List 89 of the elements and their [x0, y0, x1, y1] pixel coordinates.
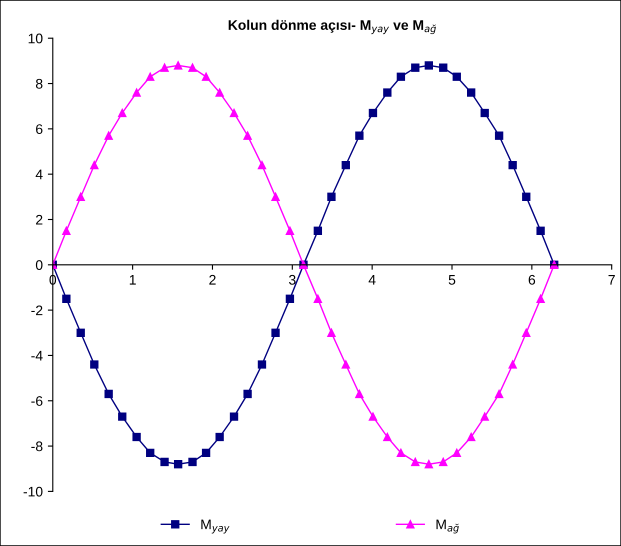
- point: [118, 108, 126, 118]
- point: [104, 131, 113, 140]
- point: [243, 390, 252, 398]
- point: [327, 192, 336, 201]
- x-tick-label: 5: [448, 275, 456, 285]
- point: [508, 160, 517, 170]
- point: [90, 160, 98, 170]
- point: [202, 448, 210, 458]
- point: [286, 294, 294, 303]
- point: [494, 390, 504, 398]
- y-tick-label: -4: [31, 350, 43, 360]
- point: [215, 432, 224, 442]
- point: [314, 294, 322, 303]
- point: [188, 64, 197, 72]
- point: [62, 294, 71, 303]
- point: [230, 412, 238, 421]
- point: [536, 226, 545, 235]
- point: [383, 432, 392, 442]
- point: [90, 360, 98, 369]
- point: [466, 432, 476, 442]
- y-tick-label: -2: [31, 305, 42, 316]
- point: [202, 72, 210, 81]
- point: [132, 88, 141, 97]
- point: [411, 64, 420, 72]
- y-tick-label: -10: [24, 486, 43, 497]
- point: [383, 88, 392, 97]
- point: [243, 131, 252, 140]
- legend-label: M$_{ağ}$: [436, 520, 459, 534]
- point: [230, 108, 238, 118]
- y-tick-label: 4: [36, 170, 43, 180]
- point: [146, 72, 154, 81]
- point: [452, 448, 461, 458]
- point: [286, 226, 294, 235]
- point: [146, 448, 154, 458]
- legend-label: M$_{yay}$: [201, 520, 230, 534]
- point: [174, 61, 182, 70]
- point: [452, 72, 461, 81]
- point: [368, 108, 378, 118]
- y-tick-label: 0: [36, 260, 43, 270]
- point: [536, 294, 545, 303]
- point: [355, 390, 364, 398]
- point: [355, 131, 364, 140]
- y-tick-label: 2: [36, 214, 42, 225]
- point: [327, 328, 336, 337]
- x-tick-label: 2: [209, 274, 216, 285]
- point: [188, 458, 197, 466]
- point: [466, 88, 476, 97]
- point: [411, 458, 420, 466]
- point: [76, 328, 85, 337]
- point: [508, 360, 517, 369]
- point: [160, 458, 169, 466]
- point: [271, 328, 280, 337]
- point: [132, 432, 141, 442]
- y-tick-label: 6: [36, 124, 42, 134]
- point: [522, 192, 530, 201]
- point: [480, 108, 489, 118]
- point: [368, 412, 378, 421]
- y-tick-label: -6: [31, 396, 42, 406]
- point: [258, 160, 266, 170]
- point: [342, 160, 350, 170]
- x-tick-label: 7: [608, 275, 615, 285]
- point: [160, 64, 169, 72]
- point: [76, 192, 85, 201]
- point: [174, 460, 182, 468]
- chart-title: Kolun dönme açısı- M$_{yay}$ ve M$_{ağ}$: [228, 20, 436, 34]
- point: [396, 72, 406, 81]
- point: [258, 360, 266, 369]
- point: [522, 328, 530, 337]
- point: [494, 131, 504, 140]
- x-tick-label: 1: [130, 275, 136, 285]
- x-tick-label: 4: [368, 275, 376, 285]
- point: [439, 64, 448, 72]
- y-tick-label: 10: [28, 34, 43, 44]
- point: [104, 390, 113, 398]
- point: [396, 448, 406, 458]
- point: [424, 61, 434, 70]
- point: [118, 412, 126, 421]
- point: [215, 88, 224, 97]
- point: [271, 192, 280, 201]
- point: [424, 460, 434, 468]
- point: [62, 226, 71, 235]
- y-tick-label: 8: [36, 78, 42, 89]
- x-tick-label: 6: [528, 274, 536, 285]
- point: [480, 412, 489, 421]
- point: [439, 458, 448, 466]
- point: [342, 360, 350, 369]
- point: [314, 226, 322, 235]
- x-tick-label: 3: [288, 274, 296, 285]
- y-tick-label: -8: [31, 441, 42, 452]
